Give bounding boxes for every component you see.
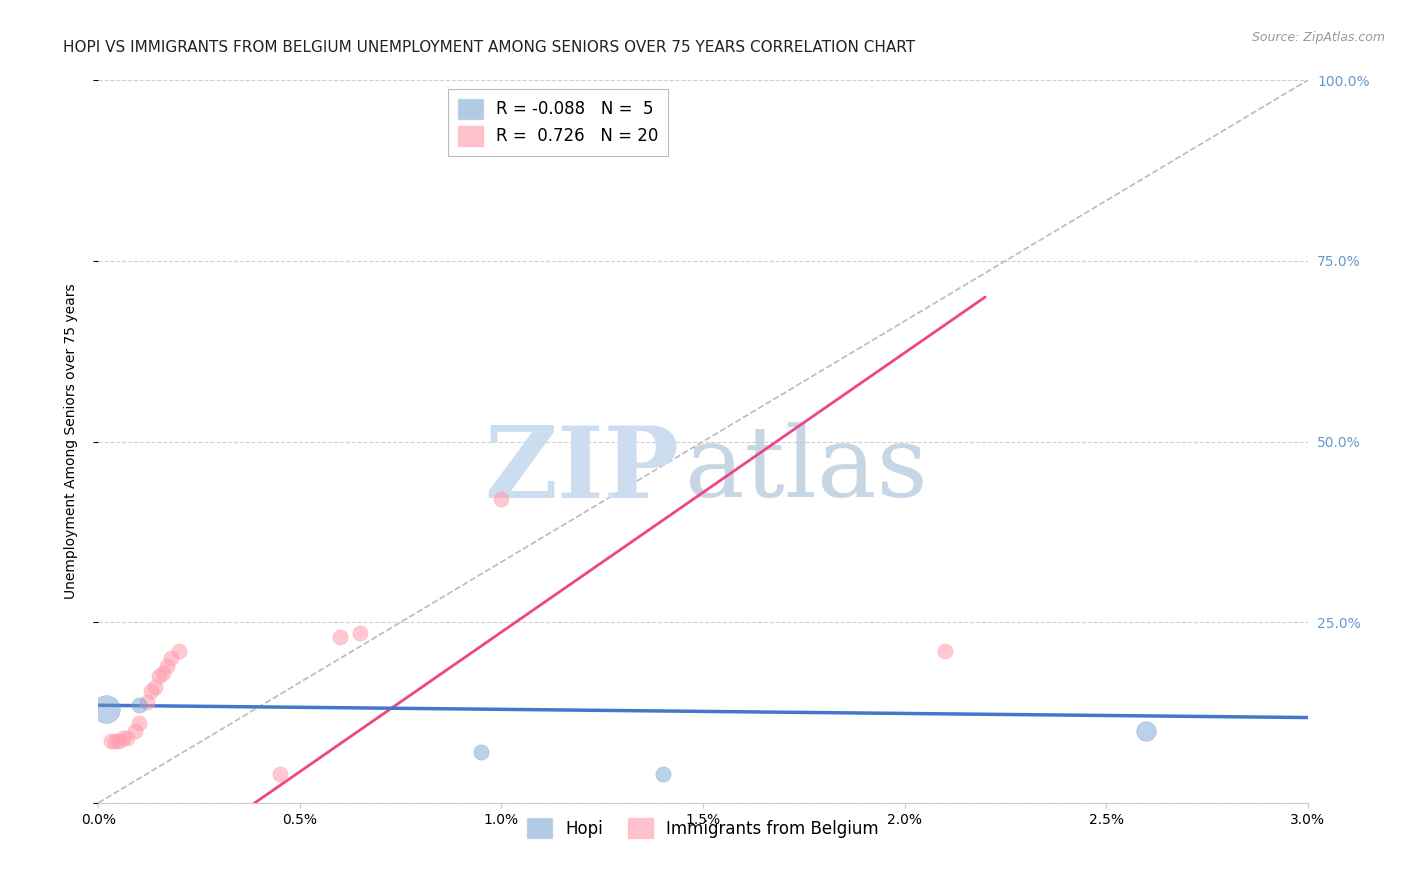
Point	[152, 665, 174, 680]
Point	[148, 669, 170, 683]
Point	[143, 680, 166, 694]
Point	[135, 695, 157, 709]
Point	[115, 731, 138, 745]
Point	[96, 702, 118, 716]
Point	[491, 492, 513, 507]
Text: Source: ZipAtlas.com: Source: ZipAtlas.com	[1251, 31, 1385, 45]
Point	[156, 658, 179, 673]
Point	[651, 767, 673, 781]
Legend: Hopi, Immigrants from Belgium: Hopi, Immigrants from Belgium	[520, 812, 886, 845]
Point	[111, 731, 134, 745]
Point	[100, 734, 122, 748]
Point	[934, 644, 956, 658]
Text: HOPI VS IMMIGRANTS FROM BELGIUM UNEMPLOYMENT AMONG SENIORS OVER 75 YEARS CORRELA: HOPI VS IMMIGRANTS FROM BELGIUM UNEMPLOY…	[63, 40, 915, 55]
Point	[1135, 723, 1157, 738]
Point	[128, 716, 150, 731]
Point	[160, 651, 183, 665]
Point	[167, 644, 190, 658]
Text: atlas: atlas	[685, 423, 928, 518]
Point	[124, 723, 146, 738]
Point	[329, 630, 352, 644]
Point	[103, 734, 125, 748]
Text: ZIP: ZIP	[484, 422, 679, 519]
Point	[470, 745, 492, 759]
Point	[107, 734, 129, 748]
Y-axis label: Unemployment Among Seniors over 75 years: Unemployment Among Seniors over 75 years	[63, 284, 77, 599]
Point	[349, 626, 371, 640]
Point	[128, 698, 150, 713]
Point	[269, 767, 291, 781]
Point	[139, 683, 162, 698]
